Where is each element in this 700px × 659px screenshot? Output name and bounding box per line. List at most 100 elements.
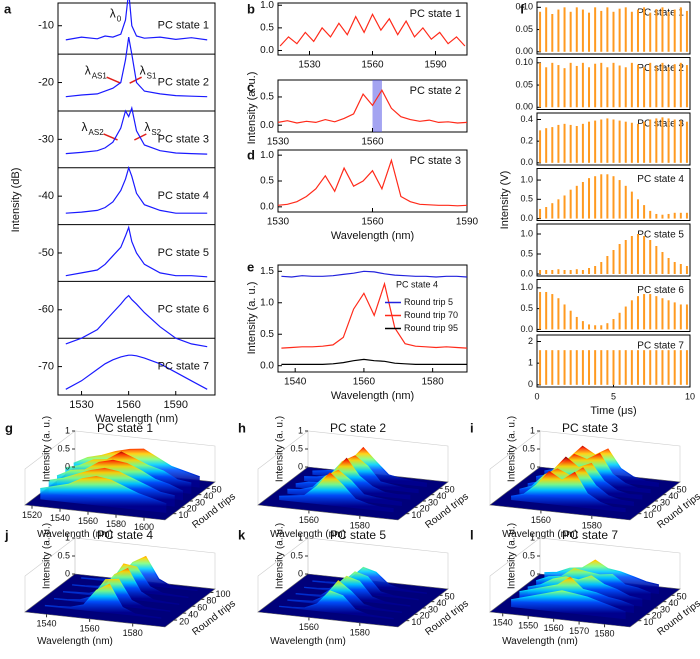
spectrum-line bbox=[281, 281, 468, 349]
y-tick-label: 2 bbox=[528, 336, 533, 346]
x-tick-label: 1570 bbox=[569, 626, 589, 636]
z-tick-label: 0.5 bbox=[57, 550, 70, 560]
panel-letter: b bbox=[247, 1, 255, 16]
x-tick-label: 1520 bbox=[22, 510, 42, 520]
panel-title: PC state 3 bbox=[410, 155, 461, 167]
plot-frame bbox=[536, 223, 691, 277]
surface-row bbox=[304, 571, 419, 601]
y-tick-label: -60 bbox=[38, 304, 54, 316]
z-axis-label: Intensity (a. u.) bbox=[507, 523, 518, 589]
x-tick-label: 1560 bbox=[544, 623, 564, 633]
y-tick-label: 0.5 bbox=[260, 23, 274, 34]
y-tick-label: 20 bbox=[179, 616, 189, 626]
y-tick-label: 0.0 bbox=[260, 360, 274, 371]
panel-letter: d bbox=[247, 147, 255, 162]
x-tick-label: 1600 bbox=[134, 522, 154, 532]
y-tick-label: 50 bbox=[445, 592, 455, 602]
x-tick-label: 1590 bbox=[456, 217, 479, 228]
annotation-subscript: AS1 bbox=[92, 71, 108, 80]
spectrum-line bbox=[65, 294, 208, 348]
annotation-arrow bbox=[106, 76, 121, 84]
y-tick-label: 50 bbox=[677, 592, 687, 602]
y-tick-label: 30 bbox=[660, 604, 670, 614]
y-tick-label: 40 bbox=[668, 598, 678, 608]
surface-row bbox=[312, 446, 427, 484]
panel-title: PC state 1 bbox=[97, 421, 153, 435]
panel-letter: c bbox=[247, 79, 254, 94]
x-tick-label: 1580 bbox=[582, 520, 602, 530]
spectrum-line bbox=[277, 88, 468, 124]
panel-letter: j bbox=[4, 527, 9, 542]
z-tick-label: 1 bbox=[65, 425, 70, 435]
y-axis-label: Intensity (a. u.) bbox=[246, 282, 258, 355]
x-tick-label: 1580 bbox=[350, 520, 370, 530]
x-tick-label: 1580 bbox=[350, 627, 370, 637]
spectrum-line bbox=[65, 354, 208, 390]
surface-row bbox=[56, 459, 184, 492]
legend-label: Round trip 95 bbox=[404, 323, 458, 333]
panel-title: PC state 4 bbox=[637, 174, 684, 185]
state-label: PC state 4 bbox=[158, 190, 209, 202]
y-tick-label: 40 bbox=[436, 598, 446, 608]
surface-row bbox=[527, 575, 643, 600]
annotation-symbol: λ bbox=[144, 120, 150, 134]
x-tick-label: 1560 bbox=[299, 622, 319, 632]
panel-title: PC state 2 bbox=[330, 421, 386, 435]
surface-row bbox=[53, 578, 171, 612]
y-tick-label: 0.0 bbox=[520, 157, 533, 167]
surface-row bbox=[519, 467, 634, 503]
x-tick-label: 1540 bbox=[493, 618, 513, 628]
x-tick-label: 1560 bbox=[361, 137, 384, 148]
y-tick-label: 30 bbox=[195, 497, 205, 507]
panel-title: PC state 2 bbox=[410, 85, 461, 97]
y-tick-label: 20 bbox=[420, 504, 430, 514]
y-tick-label: 1.0 bbox=[520, 282, 533, 292]
y-tick-label: 10 bbox=[411, 510, 421, 520]
surface-fill bbox=[295, 576, 411, 607]
x-tick-label: 1540 bbox=[284, 377, 307, 388]
z-tick-label: 0 bbox=[530, 568, 535, 578]
surface-row bbox=[62, 567, 180, 605]
x-axis-label: Wavelength (nm) bbox=[502, 636, 578, 647]
y-tick-label: 1.0 bbox=[260, 297, 274, 308]
y-tick-label: 50 bbox=[212, 485, 222, 495]
y-tick-label: 0.4 bbox=[520, 114, 533, 124]
annotation-symbol: λ bbox=[82, 120, 88, 134]
panel-title: PC state 6 bbox=[637, 285, 684, 296]
x-axis-label: Wavelength (nm) bbox=[37, 529, 113, 540]
x-tick-label: 1530 bbox=[69, 399, 93, 411]
y-tick-label: 40 bbox=[436, 491, 446, 501]
y-tick-label: 30 bbox=[660, 497, 670, 507]
z-tick-label: 0 bbox=[298, 461, 303, 471]
surface-fill bbox=[40, 476, 167, 513]
y-tick-label: 10 bbox=[643, 617, 653, 627]
y-tick-label: 0.05 bbox=[515, 79, 533, 89]
panel-title: PC state 1 bbox=[410, 8, 461, 20]
surface-row bbox=[510, 470, 626, 510]
z-tick-label: 0 bbox=[65, 568, 70, 578]
surface-row bbox=[279, 590, 394, 620]
annotation: PC state 4 bbox=[396, 279, 438, 289]
panel-title: PC state 2 bbox=[637, 63, 684, 74]
x-tick-label: 1560 bbox=[361, 217, 384, 228]
x-axis-label: Wavelength (nm) bbox=[331, 390, 414, 402]
x-axis-label: Wavelength (nm) bbox=[270, 636, 346, 647]
plot-frame bbox=[536, 1, 691, 55]
y-tick-label: 20 bbox=[652, 504, 662, 514]
surface-row bbox=[81, 555, 198, 591]
z-tick-label: 1 bbox=[65, 532, 70, 542]
x-tick-label: 1590 bbox=[164, 399, 188, 411]
y-tick-label: 60 bbox=[197, 603, 207, 613]
x-tick-label: 1560 bbox=[531, 515, 551, 525]
state-label: PC state 3 bbox=[158, 133, 209, 145]
y-tick-label: 30 bbox=[428, 604, 438, 614]
panel-letter: g bbox=[5, 420, 13, 435]
legend-label: Round trip 5 bbox=[404, 297, 453, 307]
annotation-subscript: AS2 bbox=[89, 128, 105, 137]
x-tick-label: 1560 bbox=[116, 399, 140, 411]
surface-row bbox=[312, 566, 427, 594]
y-tick-label: 0.10 bbox=[515, 57, 533, 67]
z-tick-label: 0.5 bbox=[57, 443, 70, 453]
y-tick-label: -40 bbox=[38, 190, 54, 202]
y-tick-label: 0.5 bbox=[520, 303, 533, 313]
